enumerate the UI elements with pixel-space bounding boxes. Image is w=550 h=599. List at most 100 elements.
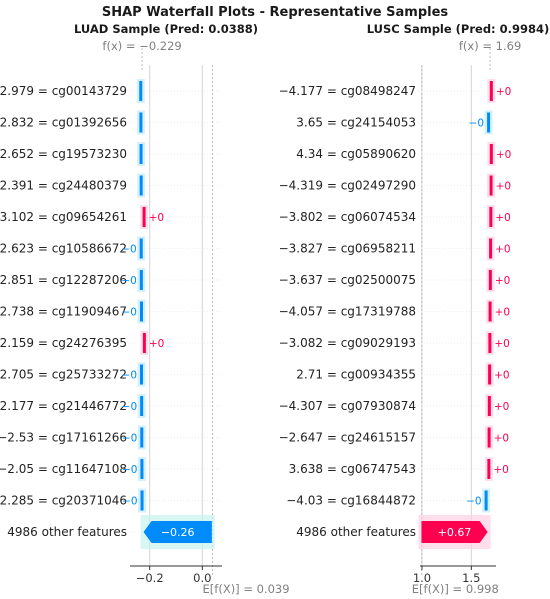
panel-title: LUAD Sample (Pred: 0.0388)	[74, 22, 258, 36]
bar-value-label: +0	[494, 401, 509, 413]
feature-label: −2.738 = cg11909467	[0, 305, 127, 319]
feature-bar	[140, 396, 144, 416]
x-tick-label: 1.0	[413, 571, 431, 585]
feature-label: −2.851 = cg12287206	[0, 273, 127, 287]
bar-value-label: +0	[149, 212, 164, 224]
bar-value-label: +0	[494, 433, 509, 445]
feature-label: 3.638 = cg06747543	[289, 462, 416, 476]
feature-label: 2.705 = cg25733272	[0, 368, 127, 382]
feature-label: −2.177 = cg21446772	[0, 399, 127, 413]
feature-label: −3.802 = cg06074534	[279, 210, 416, 224]
feature-label: 4.34 = cg05890620	[296, 147, 416, 161]
bar-value-label: −0	[122, 496, 137, 508]
feature-bar	[487, 459, 491, 479]
bar-value-label: +0.67	[438, 526, 472, 539]
feature-bar	[489, 144, 493, 164]
feature-label: −2.652 = cg19573230	[0, 147, 127, 161]
feature-bar	[488, 301, 492, 322]
feature-label: −4.319 = cg02497290	[279, 179, 416, 193]
feature-label: −2.623 = cg10586672	[0, 242, 127, 256]
feature-bar	[139, 175, 143, 196]
feature-label: 4986 other features	[296, 525, 416, 539]
bar-value-label: +0	[496, 149, 511, 161]
feature-bar	[139, 81, 143, 101]
feature-label: −4.03 = cg16844872	[286, 494, 416, 508]
feature-bar	[140, 364, 144, 385]
bar-value-label: −0	[122, 370, 137, 382]
feature-bar	[489, 81, 493, 101]
bar-value-label: −0	[469, 118, 484, 130]
bar-value-label: +0	[495, 244, 510, 256]
bar-value-label: +0	[495, 275, 510, 287]
feature-label: 2.71 = cg00934355	[296, 368, 416, 382]
bar-value-label: −0	[122, 401, 137, 413]
bar-value-label: +0	[149, 338, 164, 350]
bar-value-label: −0	[122, 433, 137, 445]
feature-bar	[140, 490, 144, 511]
other-features-bar	[421, 521, 488, 543]
feature-bar	[488, 333, 492, 353]
bar-value-label: −0	[466, 496, 481, 508]
panel-title: LUSC Sample (Pred: 0.9984)	[367, 22, 550, 36]
feature-bar	[489, 238, 493, 259]
feature-label: 4986 other features	[7, 525, 127, 539]
feature-label: −2.647 = cg24615157	[279, 431, 416, 445]
bar-value-label: +0	[496, 181, 511, 193]
other-features-bar	[143, 521, 212, 543]
bar-value-label: +0	[495, 307, 510, 319]
feature-bar	[140, 459, 144, 479]
feature-label: 3.65 = cg24154053	[296, 116, 416, 130]
feature-label: −3.827 = cg06958211	[279, 242, 416, 256]
feature-label: −4.307 = cg07930874	[279, 399, 416, 413]
feature-bar	[487, 427, 491, 448]
lusc-waterfall-panel: LUSC Sample (Pred: 0.9984) f(x) = 1.69 −4.…	[279, 22, 550, 596]
feature-bar	[142, 207, 146, 227]
feature-bar	[139, 144, 143, 164]
bar-value-label: −0	[121, 275, 136, 287]
luad-waterfall-panel: LUAD Sample (Pred: 0.0388) f(x) = −0.229 −…	[0, 22, 290, 596]
bar-value-label: +0	[496, 86, 511, 98]
bar-value-label: −0.26	[161, 526, 195, 539]
feature-bar	[140, 427, 144, 448]
feature-bar	[487, 396, 491, 416]
feature-label: −3.082 = cg09029193	[279, 336, 416, 350]
x-tick-label: 0.0	[193, 571, 211, 585]
feature-label: −2.53 = cg17161266	[0, 431, 127, 445]
feature-label: −3.102 = cg09654261	[0, 210, 127, 224]
bar-value-label: +0	[493, 464, 508, 476]
bar-value-label: +0	[494, 338, 509, 350]
feature-label: −3.637 = cg02500075	[279, 273, 416, 287]
feature-bar	[488, 270, 492, 290]
feature-label: −2.979 = cg00143729	[0, 84, 127, 98]
bar-value-label: −0	[122, 307, 137, 319]
x-tick-label: −0.2	[136, 571, 164, 585]
feature-label: −4.177 = cg08498247	[279, 84, 416, 98]
figure-title: SHAP Waterfall Plots - Representative Sa…	[102, 5, 449, 20]
bar-value-label: +0	[495, 212, 510, 224]
feature-bar	[489, 207, 493, 227]
feature-label: −2.832 = cg01392656	[0, 116, 127, 130]
feature-bar	[484, 490, 488, 511]
expected-value-label: E[f(X)] = 0.039	[203, 582, 290, 596]
bar-value-label: +0	[494, 370, 509, 382]
feature-bar	[142, 333, 146, 353]
feature-bar	[488, 364, 492, 385]
feature-bar	[139, 301, 143, 322]
feature-label: −2.159 = cg24276395	[0, 336, 127, 350]
feature-bar	[487, 112, 491, 133]
feature-bar	[139, 112, 143, 133]
fx-label: f(x) = −0.229	[102, 39, 181, 53]
x-tick-label: 1.5	[462, 571, 480, 585]
feature-bar	[139, 238, 143, 259]
feature-label: −2.391 = cg24480379	[0, 179, 127, 193]
fx-label: f(x) = 1.69	[459, 39, 521, 53]
feature-label: −2.05 = cg11647108	[0, 462, 127, 476]
feature-bar	[139, 270, 143, 290]
bar-value-label: −0	[122, 464, 137, 476]
bar-value-label: −0	[121, 244, 136, 256]
expected-value-label: E[f(X)] = 0.998	[412, 582, 499, 596]
feature-label: −2.285 = cg20371046	[0, 494, 127, 508]
feature-label: −4.057 = cg17319788	[279, 305, 416, 319]
feature-bar	[489, 175, 493, 196]
